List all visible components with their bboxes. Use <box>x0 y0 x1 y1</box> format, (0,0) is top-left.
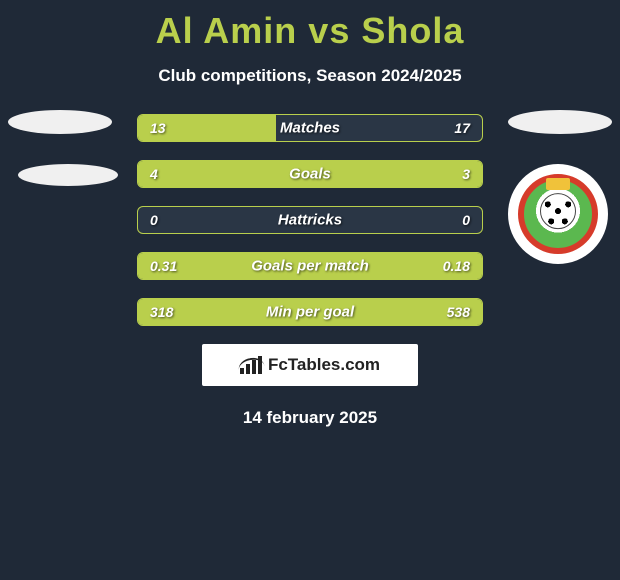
brand-chart-icon <box>240 356 262 374</box>
stat-value-left: 13 <box>150 120 166 136</box>
stat-label: Goals per match <box>251 258 369 275</box>
brand-text: FcTables.com <box>268 355 380 375</box>
stat-value-left: 318 <box>150 304 173 320</box>
stat-bar-row: 0.31 Goals per match 0.18 <box>137 252 483 280</box>
snapshot-date: 14 february 2025 <box>0 408 620 428</box>
stat-label: Min per goal <box>266 304 354 321</box>
placeholder-ellipse-icon <box>18 164 118 186</box>
stat-value-left: 4 <box>150 166 158 182</box>
right-player-badges <box>508 110 612 264</box>
stat-value-right: 0.18 <box>443 258 470 274</box>
stat-bars: 13 Matches 17 4 Goals 3 0 Hattricks 0 0.31 Goals p… <box>137 114 483 326</box>
comparison-content: 13 Matches 17 4 Goals 3 0 Hattricks 0 0.31 Goals p… <box>0 114 620 428</box>
stat-bar-row: 0 Hattricks 0 <box>137 206 483 234</box>
stat-value-right: 3 <box>462 166 470 182</box>
stat-value-right: 17 <box>454 120 470 136</box>
stat-value-left: 0 <box>150 212 158 228</box>
stat-label: Matches <box>280 120 340 137</box>
stat-value-right: 538 <box>447 304 470 320</box>
stat-value-right: 0 <box>462 212 470 228</box>
stat-bar-row: 318 Min per goal 538 <box>137 298 483 326</box>
club-crest-icon <box>508 164 608 264</box>
page-subtitle: Club competitions, Season 2024/2025 <box>0 66 620 86</box>
stat-label: Hattricks <box>278 212 342 229</box>
placeholder-ellipse-icon <box>508 110 612 134</box>
stat-bar-row: 4 Goals 3 <box>137 160 483 188</box>
page-title: Al Amin vs Shola <box>0 0 620 52</box>
stat-bar-row: 13 Matches 17 <box>137 114 483 142</box>
left-player-badges <box>8 110 118 216</box>
brand-box: FcTables.com <box>202 344 418 386</box>
stat-value-left: 0.31 <box>150 258 177 274</box>
stat-label: Goals <box>289 166 331 183</box>
placeholder-ellipse-icon <box>8 110 112 134</box>
